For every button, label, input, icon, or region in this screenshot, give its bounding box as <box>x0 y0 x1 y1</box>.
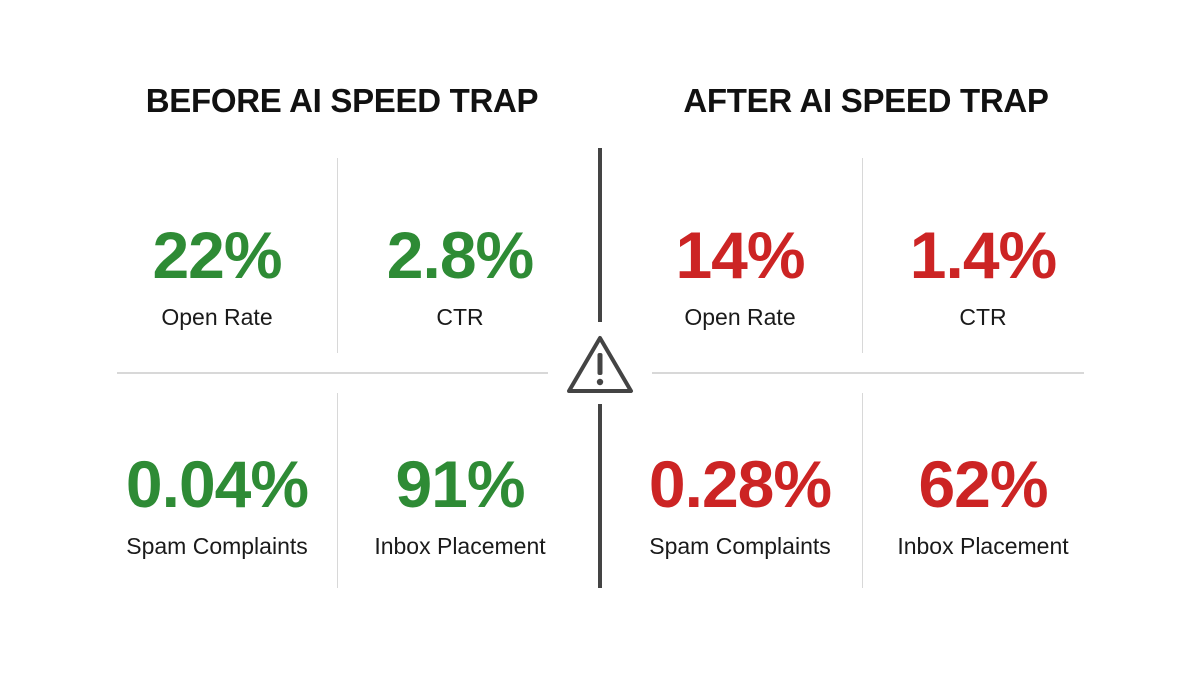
after-row-divider <box>652 372 1084 374</box>
after-spam-complaints-label: Spam Complaints <box>649 533 831 559</box>
before-open-rate-metric: 22% Open Rate <box>107 217 327 331</box>
after-ctr-metric: 1.4% CTR <box>873 217 1093 331</box>
before-inbox-placement-value: 91% <box>395 447 525 521</box>
before-ctr-metric: 2.8% CTR <box>350 217 570 331</box>
after-spam-complaints-metric: 0.28% Spam Complaints <box>630 446 850 560</box>
after-heading: AFTER AI SPEED TRAP <box>683 82 1049 119</box>
after-column-divider-top <box>862 158 863 353</box>
before-heading: BEFORE AI SPEED TRAP <box>145 82 539 119</box>
after-inbox-placement-label: Inbox Placement <box>897 533 1069 559</box>
warning-icon <box>567 336 633 393</box>
before-column-divider-top <box>337 158 338 353</box>
before-ctr-value: 2.8% <box>386 218 534 292</box>
before-inbox-placement-label: Inbox Placement <box>374 533 546 559</box>
before-open-rate-value: 22% <box>152 218 282 292</box>
after-open-rate-label: Open Rate <box>684 304 796 330</box>
before-open-rate-label: Open Rate <box>161 304 273 330</box>
before-inbox-placement-metric: 91% Inbox Placement <box>350 446 570 560</box>
before-spam-complaints-metric: 0.04% Spam Complaints <box>107 446 327 560</box>
before-spam-complaints-value: 0.04% <box>125 447 309 521</box>
before-ctr-label: CTR <box>436 304 484 330</box>
before-row-divider <box>117 372 548 374</box>
after-inbox-placement-metric: 62% Inbox Placement <box>873 446 1093 560</box>
after-open-rate-value: 14% <box>675 218 805 292</box>
center-divider-top <box>598 148 602 322</box>
before-column-divider-bottom <box>337 393 338 588</box>
after-ctr-value: 1.4% <box>909 218 1057 292</box>
after-spam-complaints-value: 0.28% <box>648 447 832 521</box>
after-ctr-label: CTR <box>959 304 1007 330</box>
after-inbox-placement-value: 62% <box>918 447 1048 521</box>
before-spam-complaints-label: Spam Complaints <box>126 533 308 559</box>
after-column-divider-bottom <box>862 393 863 588</box>
after-open-rate-metric: 14% Open Rate <box>630 217 850 331</box>
center-divider-bottom <box>598 404 602 588</box>
